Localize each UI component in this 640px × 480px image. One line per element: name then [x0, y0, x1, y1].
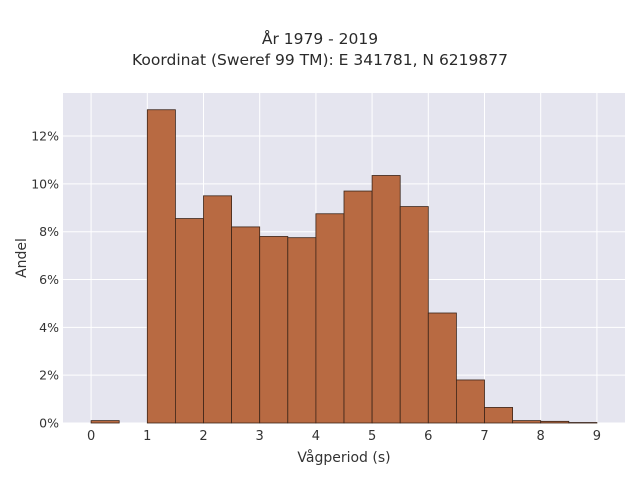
y-axis-ticks: 0% 2% 4% 6% 8% 10% 12%: [31, 129, 59, 431]
x-axis-label: Vågperiod (s): [297, 449, 390, 466]
chart-title-line-2: Koordinat (Sweref 99 TM): E 341781, N 62…: [132, 51, 508, 69]
histogram-bar-14: [512, 420, 542, 424]
histogram-bar-6: [287, 237, 317, 424]
y-tick-label-1: 2%: [39, 368, 59, 383]
x-tick-label-5: 5: [368, 429, 376, 444]
y-axis-label: Andel: [14, 238, 30, 278]
y-tick-label-2: 4%: [39, 320, 59, 335]
x-tick-label-6: 6: [424, 429, 432, 444]
chart-title-line-1: År 1979 - 2019: [261, 30, 379, 48]
histogram-bar-1: [146, 109, 176, 424]
x-axis-ticks: 0 1 2 3 4 5 6 7 8 9: [87, 429, 601, 444]
histogram-bar-12: [455, 379, 485, 424]
histogram-bar-10: [399, 206, 429, 424]
x-tick-label-2: 2: [199, 429, 207, 444]
histogram-bar-2: [174, 218, 204, 424]
y-tick-label-0: 0%: [39, 416, 59, 431]
histogram-bar-15: [540, 420, 570, 424]
histogram-bar-13: [484, 407, 514, 424]
x-tick-label-0: 0: [87, 429, 95, 444]
histogram-bar-7: [315, 213, 345, 424]
histogram-bar-8: [343, 190, 373, 424]
y-tick-label-5: 10%: [31, 176, 59, 191]
x-tick-label-4: 4: [312, 429, 320, 444]
y-tick-label-6: 12%: [31, 129, 59, 144]
histogram-bar-11: [427, 312, 457, 424]
histogram-bars: [90, 109, 598, 424]
histogram-bar-3: [203, 195, 233, 424]
x-tick-label-8: 8: [537, 429, 545, 444]
x-tick-label-9: 9: [593, 429, 601, 444]
histogram-bar-16: [568, 422, 598, 424]
y-tick-label-4: 8%: [39, 224, 59, 239]
x-tick-label-7: 7: [480, 429, 488, 444]
histogram-bar-4: [231, 226, 261, 424]
histogram-bar-9: [371, 175, 401, 424]
x-tick-label-3: 3: [256, 429, 264, 444]
histogram-bar-5: [259, 236, 289, 424]
x-tick-label-1: 1: [143, 429, 151, 444]
y-tick-label-3: 6%: [39, 272, 59, 287]
histogram-bar-0: [90, 420, 120, 424]
